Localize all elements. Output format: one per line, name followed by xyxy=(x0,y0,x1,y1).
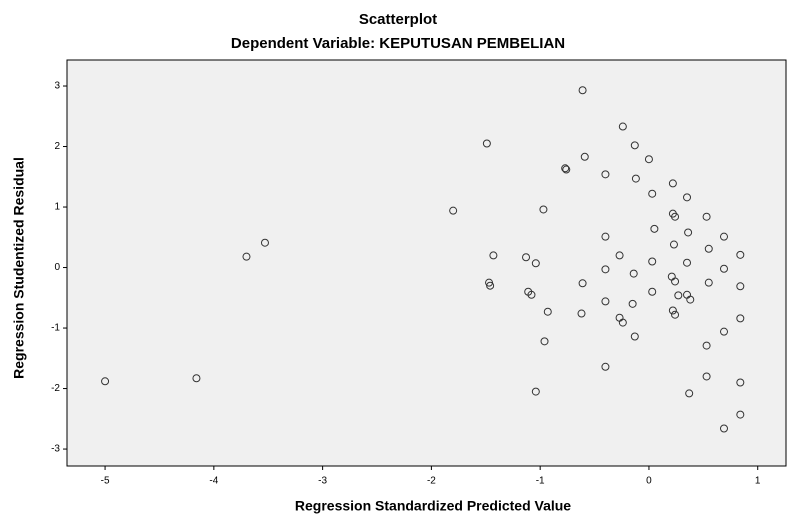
point xyxy=(580,152,589,161)
point xyxy=(192,374,201,383)
point xyxy=(702,341,711,350)
point xyxy=(685,389,694,398)
point xyxy=(601,170,610,179)
x-tick-label: -1 xyxy=(536,476,545,487)
point xyxy=(702,212,711,221)
point xyxy=(648,257,657,266)
point xyxy=(704,278,713,287)
point xyxy=(736,250,745,259)
point xyxy=(648,287,657,296)
x-tick-label: 0 xyxy=(646,476,652,487)
point xyxy=(668,306,677,315)
y-tick-label: 2 xyxy=(54,141,60,152)
point xyxy=(482,139,491,148)
point xyxy=(736,378,745,387)
point xyxy=(671,310,680,319)
plot-area xyxy=(66,59,787,467)
point xyxy=(671,212,680,221)
point xyxy=(531,387,540,396)
y-tick-label: -1 xyxy=(51,323,60,334)
point xyxy=(736,282,745,291)
x-tick-label: 1 xyxy=(755,476,761,487)
point xyxy=(686,295,695,304)
point xyxy=(615,251,624,260)
y-tick-label: 1 xyxy=(54,202,60,213)
point xyxy=(674,291,683,300)
point xyxy=(628,299,637,308)
point xyxy=(650,224,659,233)
point xyxy=(669,240,678,249)
point xyxy=(630,141,639,150)
point xyxy=(578,86,587,95)
point xyxy=(736,410,745,419)
point xyxy=(562,165,571,174)
y-tick-label: 0 xyxy=(54,262,60,273)
point xyxy=(704,244,713,253)
point xyxy=(242,252,251,261)
point xyxy=(719,264,728,273)
point xyxy=(631,174,640,183)
point xyxy=(101,377,110,386)
point xyxy=(577,309,586,318)
point xyxy=(684,228,693,237)
y-tick-label: -2 xyxy=(51,383,60,394)
chart-title: Scatterplot xyxy=(359,11,437,28)
point xyxy=(486,281,495,290)
point xyxy=(644,155,653,164)
point xyxy=(719,327,728,336)
y-axis-label: Regression Studentized Residual xyxy=(11,157,27,379)
x-tick-label: -3 xyxy=(318,476,327,487)
y-tick-label: -3 xyxy=(51,444,60,455)
point xyxy=(719,424,728,433)
x-axis-label: Regression Standardized Predicted Value xyxy=(295,498,571,514)
point xyxy=(601,297,610,306)
point xyxy=(618,122,627,131)
x-tick-label: -5 xyxy=(101,476,110,487)
point xyxy=(683,193,692,202)
point xyxy=(630,332,639,341)
point xyxy=(522,253,531,262)
point xyxy=(668,179,677,188)
point xyxy=(671,277,680,286)
point xyxy=(260,238,269,247)
point xyxy=(531,259,540,268)
x-tick-label: -2 xyxy=(427,476,436,487)
point xyxy=(489,251,498,260)
point xyxy=(539,205,548,214)
x-tick-label: -4 xyxy=(209,476,218,487)
point xyxy=(736,314,745,323)
y-tick-label: 3 xyxy=(54,81,60,92)
point xyxy=(719,232,728,241)
point xyxy=(601,362,610,371)
point xyxy=(561,164,570,173)
point xyxy=(527,290,536,299)
point xyxy=(618,318,627,327)
point xyxy=(629,269,638,278)
point xyxy=(601,265,610,274)
point xyxy=(578,279,587,288)
point xyxy=(540,337,549,346)
chart-subtitle: Dependent Variable: KEPUTUSAN PEMBELIAN xyxy=(231,35,565,52)
point xyxy=(543,307,552,316)
point xyxy=(648,189,657,198)
point xyxy=(601,232,610,241)
point xyxy=(683,258,692,267)
point xyxy=(449,206,458,215)
point xyxy=(702,372,711,381)
